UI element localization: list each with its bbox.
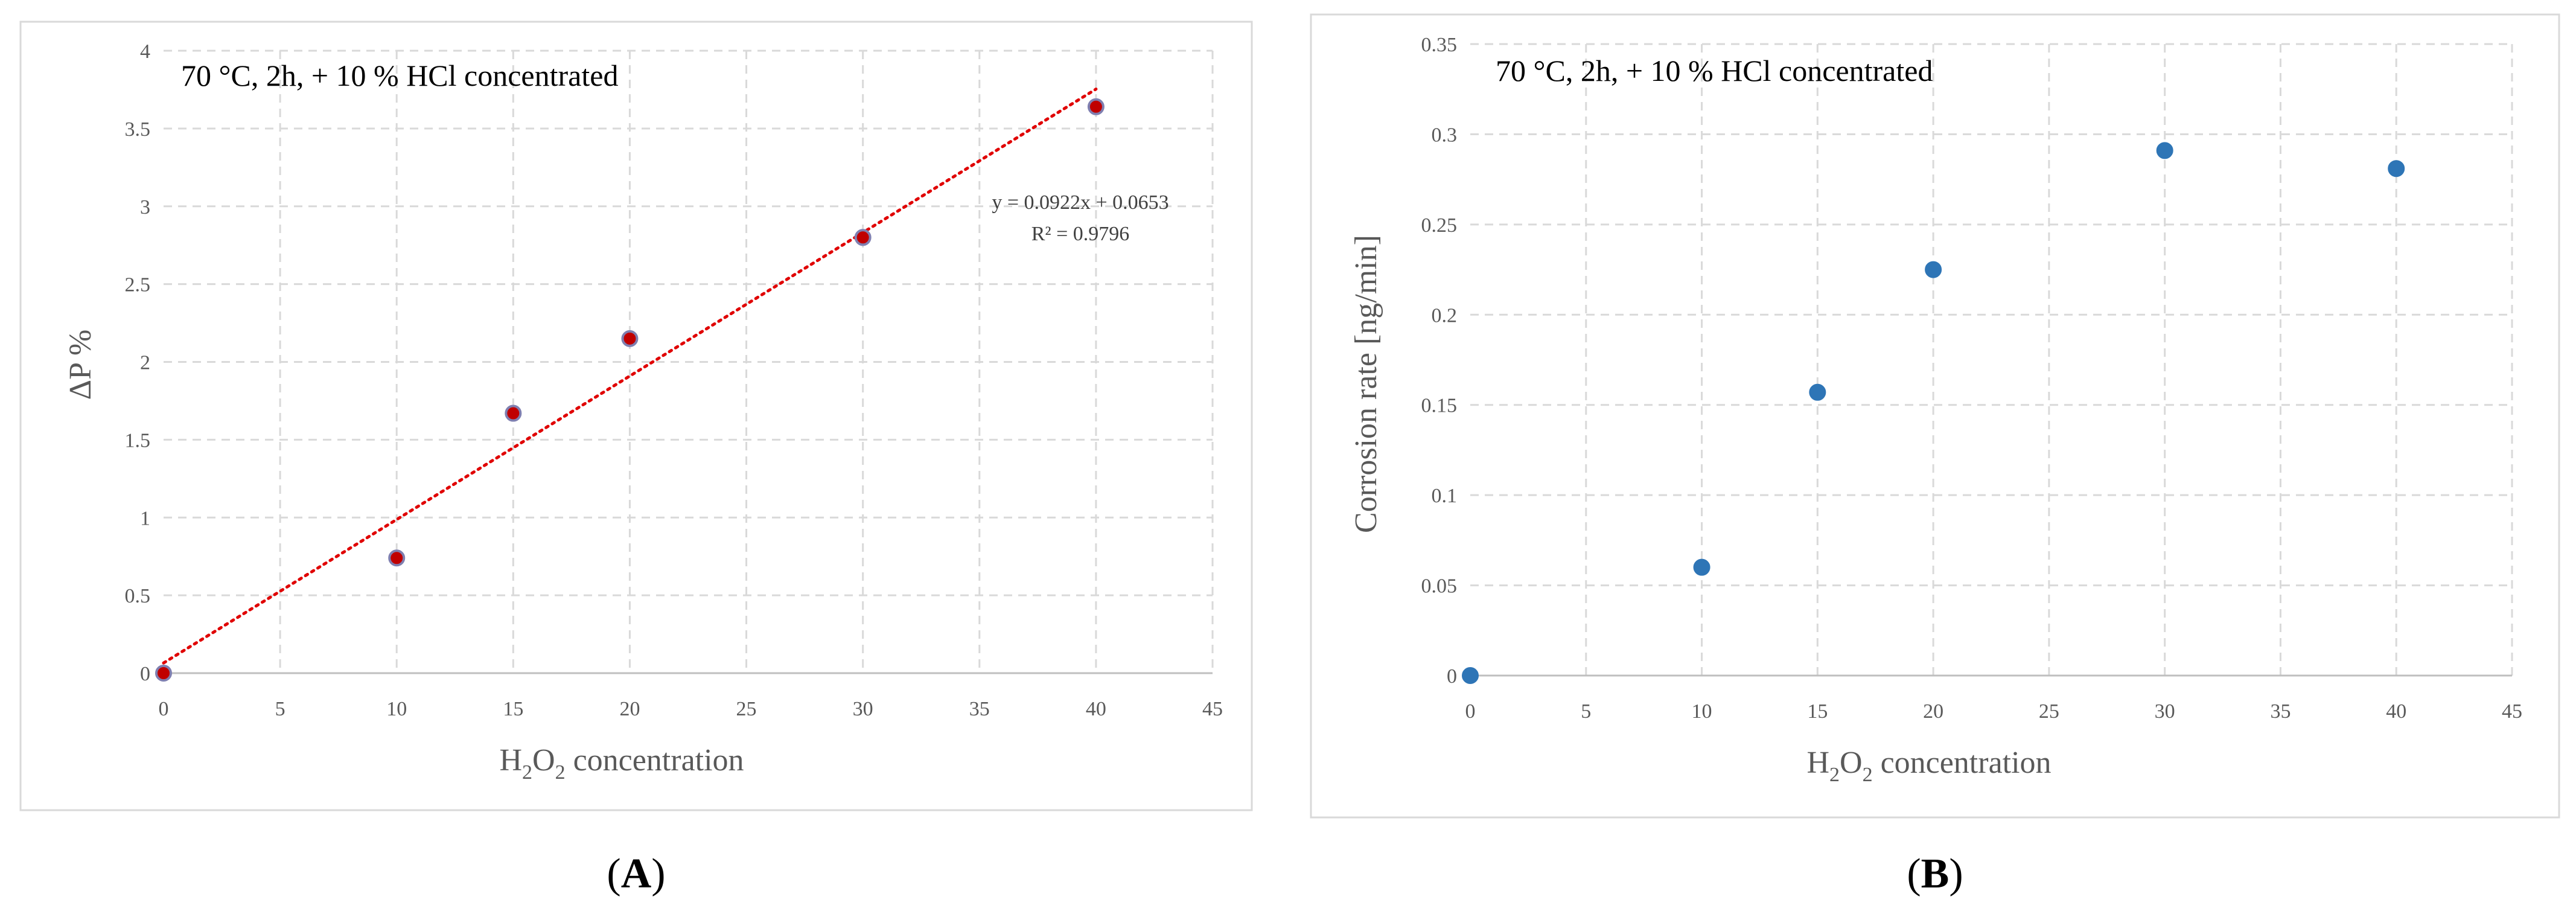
y-tick-label: 0.15: [1421, 395, 1458, 417]
x-tick-label: 5: [275, 698, 285, 720]
y-tick-label: 1.5: [125, 429, 151, 452]
data-point: [505, 404, 522, 422]
chart-a-panel-label: (A): [607, 851, 665, 897]
chart-a-y-axis-title: ΔP %: [63, 330, 98, 400]
chart-a-equation: y = 0.0922x + 0.0653: [992, 191, 1168, 214]
x-tick-label: 45: [2502, 700, 2522, 723]
y-tick-label: 4: [140, 40, 150, 63]
x-tick-label: 20: [1923, 700, 1943, 723]
data-point: [1462, 667, 1479, 684]
chart-a-grid: [164, 50, 1214, 674]
x-tick-label: 25: [736, 698, 757, 720]
y-tick-label: 0.25: [1421, 214, 1458, 237]
x-tick-label: 15: [503, 698, 523, 720]
chart-b-panel-label: (B): [1907, 851, 1963, 897]
y-tick-label: 3: [140, 196, 150, 219]
x-tick-label: 0: [1465, 700, 1476, 723]
x-tick-label: 40: [2386, 700, 2406, 723]
chart-a-x-axis-title: H2O2 concentration: [499, 743, 744, 784]
chart-a-annotation: 70 °C, 2h, + 10 % HCl concentrated: [181, 59, 618, 92]
chart-b: 0 5 10 15 20 25 30 35 40 45 0 0.05 0.1 0.15 0.2 0.25 0.…: [1310, 13, 2560, 897]
chart-a-frame: [19, 21, 1253, 811]
data-point: [854, 229, 872, 246]
x-tick-label: 5: [1581, 700, 1591, 723]
trendline: [162, 88, 1098, 665]
chart-a-y-ticks: 0 0.5 1 1.5 2 2.5 3 3.5 4: [125, 40, 151, 685]
chart-a: 0 5 10 15 20 25 30 35 40 45 0 0.5 1 1.5 2 2.5 3 3.5 4 70 …: [19, 21, 1253, 897]
x-tick-label: 25: [2039, 700, 2059, 723]
y-tick-label: 2: [140, 352, 150, 374]
chart-b-y-ticks: 0 0.05 0.1 0.15 0.2 0.25 0.3 0.35: [1421, 34, 1458, 688]
y-tick-label: 0: [140, 663, 150, 685]
chart-b-frame: [1310, 13, 2560, 819]
y-tick-label: 0: [1447, 665, 1457, 688]
chart-a-points: [155, 98, 1105, 682]
chart-b-annotation: 70 °C, 2h, + 10 % HCl concentrated: [1496, 54, 1933, 88]
chart-a-trendline-group: [162, 88, 1098, 665]
data-point: [1693, 558, 1710, 576]
data-point: [2156, 142, 2173, 159]
y-tick-label: 0.35: [1421, 34, 1458, 56]
x-tick-label: 10: [1692, 700, 1712, 723]
x-tick-label: 20: [619, 698, 640, 720]
data-point: [155, 665, 172, 682]
chart-b-grid: [1470, 43, 2513, 677]
x-tick-label: 0: [159, 698, 169, 720]
data-point: [2388, 160, 2405, 177]
y-tick-label: 0.1: [1432, 485, 1458, 507]
chart-b-x-axis-title: H2O2 concentration: [1806, 746, 2051, 786]
data-point: [1925, 261, 1942, 278]
x-tick-label: 45: [1202, 698, 1223, 720]
y-tick-label: 2.5: [125, 274, 151, 296]
y-tick-label: 0.05: [1421, 575, 1458, 598]
x-tick-label: 30: [853, 698, 873, 720]
y-tick-label: 3.5: [125, 118, 151, 141]
data-point: [1087, 98, 1105, 115]
chart-a-x-ticks: 0 5 10 15 20 25 30 35 40 45: [159, 698, 1223, 720]
chart-b-y-axis-title: Corrosion rate [ng/min]: [1349, 235, 1383, 533]
x-tick-label: 10: [386, 698, 407, 720]
data-point: [621, 330, 639, 347]
x-tick-label: 35: [2270, 700, 2291, 723]
x-tick-label: 40: [1086, 698, 1106, 720]
x-tick-label: 30: [2155, 700, 2175, 723]
chart-a-r2: R² = 0.9796: [1031, 223, 1130, 245]
y-tick-label: 0.5: [125, 585, 151, 607]
y-tick-label: 0.3: [1432, 124, 1458, 146]
y-tick-label: 0.2: [1432, 304, 1458, 327]
x-tick-label: 15: [1807, 700, 1828, 723]
data-point: [388, 549, 406, 567]
chart-b-x-ticks: 0 5 10 15 20 25 30 35 40 45: [1465, 700, 2523, 723]
x-tick-label: 35: [969, 698, 990, 720]
chart-b-points: [1462, 142, 2405, 684]
y-tick-label: 1: [140, 507, 150, 529]
data-point: [1809, 383, 1826, 401]
